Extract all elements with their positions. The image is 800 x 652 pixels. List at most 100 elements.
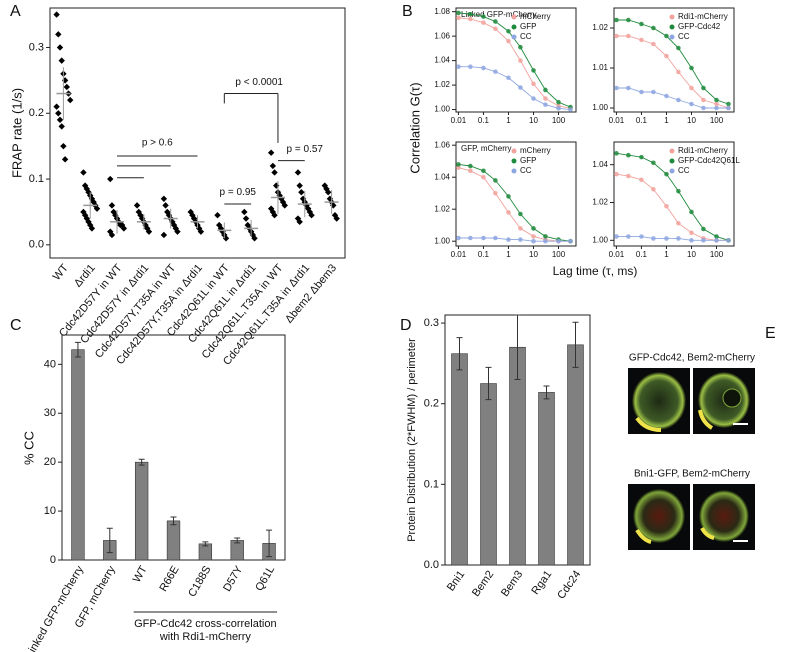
data-point (714, 101, 719, 107)
data-point (614, 171, 619, 177)
bar (567, 344, 584, 566)
data-point (518, 226, 523, 231)
bar (538, 392, 555, 566)
data-point (614, 151, 619, 156)
data-point (241, 208, 248, 216)
data-point (518, 85, 523, 90)
data-point (639, 177, 644, 183)
plot-frame (455, 7, 577, 113)
error-bar (456, 337, 463, 371)
data-point (626, 152, 631, 158)
fit-line (616, 152, 729, 241)
fit-line (458, 167, 571, 242)
data-point (664, 53, 669, 59)
data-point (58, 57, 65, 64)
x-tick-label: Q61L (253, 564, 277, 593)
x-tick-label: 0.1 (478, 116, 490, 125)
data-point (543, 96, 548, 101)
error-bar (138, 458, 145, 466)
data-point (93, 205, 101, 212)
annotation: p > 0.6 (142, 138, 173, 149)
data-point (506, 75, 511, 81)
data-point (493, 19, 498, 24)
data-point (308, 212, 315, 219)
x-tick-label: 10 (687, 116, 696, 125)
data-point (556, 238, 561, 244)
y-tick-label: 0.1 (29, 173, 44, 185)
panel-letter: E (765, 325, 776, 342)
x-tick-label: Bem3 (499, 569, 525, 599)
annotation: p < 0.0001 (235, 77, 283, 88)
data-point (55, 110, 62, 117)
legend-marker (511, 24, 517, 30)
y-tick-label: 1.02 (434, 204, 450, 213)
data-point (468, 235, 473, 241)
subplot-title: Linked GFP-mCherry (461, 10, 537, 19)
fit-line (458, 66, 571, 111)
legend-marker (511, 14, 517, 20)
data-point (676, 236, 681, 241)
data-point (56, 44, 64, 51)
image-caption: Bni1-GFP, Bem2-mCherry (634, 469, 750, 480)
y-tick-label: 1.06 (434, 140, 450, 149)
x-axis-label: Lag time (τ, ms) (553, 264, 638, 278)
data-point (481, 14, 486, 19)
data-point (456, 64, 461, 70)
legend-label: CC (520, 166, 532, 175)
legend-label: CC (520, 32, 532, 41)
data-point (651, 89, 656, 95)
data-point (531, 96, 536, 101)
x-tick-label: Linked GFP-mCherry (24, 564, 87, 652)
x-tick-label: 1 (506, 250, 511, 259)
data-point (160, 231, 168, 239)
data-point (714, 105, 719, 111)
data-point (518, 211, 523, 217)
y-tick-label: 0.3 (29, 41, 44, 53)
data-point (63, 83, 71, 91)
x-tick-label: 0.1 (478, 250, 490, 259)
data-point (324, 189, 332, 196)
data-point (506, 210, 511, 215)
data-point (651, 186, 656, 192)
y-axis-label: % CC (21, 431, 36, 465)
data-point (468, 16, 473, 22)
data-point (556, 99, 561, 105)
data-point (279, 198, 287, 206)
data-point (61, 156, 69, 163)
data-point (568, 107, 573, 112)
data-point (651, 41, 656, 47)
fit-line (616, 236, 729, 241)
data-point (61, 77, 69, 84)
data-point (162, 202, 169, 209)
data-point (664, 171, 669, 177)
y-tick-label: 1.04 (592, 160, 608, 169)
error-bar (74, 341, 81, 358)
data-point (626, 173, 631, 179)
data-point (664, 33, 669, 39)
data-point (518, 237, 523, 242)
x-tick-label: WT (131, 564, 150, 585)
y-tick-label: 0.1 (424, 478, 439, 490)
data-point (88, 225, 96, 232)
data-point (689, 85, 694, 91)
legend-marker (669, 158, 675, 164)
data-point (701, 97, 706, 103)
data-point (456, 162, 461, 167)
data-point (531, 234, 536, 239)
data-point (481, 20, 486, 25)
error-bar (266, 529, 273, 558)
y-tick-label: 20 (44, 456, 56, 468)
data-point (676, 69, 681, 75)
y-tick-label: 0.2 (29, 107, 44, 119)
panel-letter: C (10, 317, 22, 334)
data-point (83, 185, 91, 193)
data-point (160, 195, 168, 202)
data-point (726, 105, 731, 111)
legend-label: mCherry (520, 12, 551, 21)
data-point (468, 11, 473, 17)
fit-line (616, 35, 729, 109)
y-tick-label: 1.02 (434, 80, 450, 89)
data-point (468, 168, 473, 174)
x-tick-label: 0.1 (636, 250, 648, 259)
legend-marker (669, 34, 675, 40)
